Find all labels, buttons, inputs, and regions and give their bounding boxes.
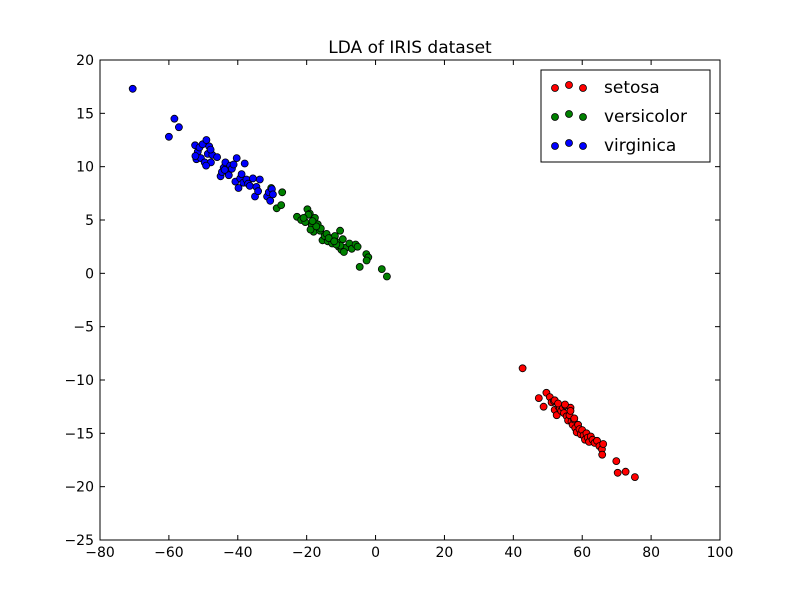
chart-title: LDA of IRIS dataset bbox=[328, 38, 492, 58]
data-point-setosa bbox=[566, 406, 575, 415]
data-point-versicolor bbox=[355, 262, 364, 271]
data-point-virginica bbox=[248, 174, 257, 183]
data-point-virginica bbox=[224, 171, 233, 180]
x-tick-label: −20 bbox=[292, 545, 322, 561]
legend-marker bbox=[579, 113, 587, 121]
legend-entry-versicolor: versicolor bbox=[551, 107, 687, 127]
data-point-versicolor bbox=[299, 213, 308, 222]
legend-marker bbox=[565, 139, 573, 147]
y-tick-label: 5 bbox=[85, 213, 94, 229]
data-point-setosa bbox=[621, 467, 630, 476]
data-point-versicolor bbox=[338, 235, 347, 244]
legend-label: setosa bbox=[604, 78, 660, 98]
data-point-virginica bbox=[128, 84, 137, 93]
data-point-virginica bbox=[206, 145, 215, 154]
x-tick-label: 20 bbox=[436, 545, 454, 561]
y-tick-label: −20 bbox=[64, 480, 94, 496]
data-point-versicolor bbox=[353, 242, 362, 251]
data-point-setosa bbox=[539, 402, 548, 411]
points-layer bbox=[128, 84, 639, 482]
data-point-setosa bbox=[534, 394, 543, 403]
data-point-setosa bbox=[554, 399, 562, 408]
series-setosa bbox=[518, 364, 639, 482]
y-tick-label: −15 bbox=[64, 426, 94, 442]
y-tick-label: 20 bbox=[76, 53, 94, 69]
data-point-virginica bbox=[240, 159, 249, 168]
data-point-virginica bbox=[191, 152, 200, 160]
legend-label: versicolor bbox=[604, 107, 687, 127]
legend-marker bbox=[551, 84, 559, 92]
data-point-setosa bbox=[570, 414, 579, 423]
legend-marker bbox=[565, 81, 573, 89]
legend-label: virginica bbox=[604, 136, 676, 156]
legend: setosa versicolor virginica bbox=[540, 69, 711, 163]
data-point-virginica bbox=[202, 161, 211, 170]
data-point-virginica bbox=[220, 165, 229, 174]
data-point-virginica bbox=[254, 187, 263, 196]
data-point-virginica bbox=[237, 170, 246, 179]
data-point-versicolor bbox=[330, 237, 339, 246]
data-point-versicolor bbox=[382, 272, 391, 281]
legend-marker bbox=[579, 84, 587, 92]
data-point-versicolor bbox=[336, 226, 345, 235]
data-point-versicolor bbox=[278, 188, 287, 197]
data-point-virginica bbox=[232, 154, 241, 163]
series-virginica bbox=[128, 84, 277, 205]
legend-marker bbox=[565, 110, 573, 118]
data-point-setosa bbox=[598, 450, 607, 459]
legend-marker bbox=[551, 142, 559, 150]
x-tick-label: 60 bbox=[573, 545, 591, 561]
data-point-versicolor bbox=[377, 265, 386, 274]
y-tick-label: 10 bbox=[76, 160, 94, 176]
legend-marker bbox=[579, 142, 587, 150]
data-point-setosa bbox=[631, 473, 639, 482]
data-point-virginica bbox=[268, 190, 277, 199]
data-point-setosa bbox=[518, 364, 527, 373]
x-tick-label: 100 bbox=[707, 545, 734, 561]
x-tick-label: −40 bbox=[223, 545, 253, 561]
data-point-versicolor bbox=[312, 222, 321, 231]
data-point-setosa bbox=[613, 468, 622, 477]
axes-frame bbox=[99, 59, 721, 541]
data-point-virginica bbox=[202, 136, 211, 144]
data-point-versicolor bbox=[308, 217, 317, 226]
data-point-virginica bbox=[234, 184, 243, 192]
data-point-virginica bbox=[229, 160, 238, 169]
data-point-virginica bbox=[255, 175, 264, 184]
data-point-setosa bbox=[612, 457, 621, 466]
data-point-versicolor bbox=[277, 201, 286, 210]
data-point-virginica bbox=[170, 114, 179, 123]
x-tick-label: 40 bbox=[504, 545, 522, 561]
y-tick-label: 15 bbox=[76, 106, 94, 122]
data-point-virginica bbox=[245, 181, 254, 190]
y-tick-label: −10 bbox=[64, 373, 94, 389]
y-tick-label: 0 bbox=[85, 266, 94, 282]
data-point-setosa bbox=[599, 440, 608, 448]
data-point-virginica bbox=[174, 123, 183, 132]
data-point-virginica bbox=[164, 132, 173, 141]
data-point-virginica bbox=[213, 153, 222, 162]
data-point-versicolor bbox=[362, 256, 371, 265]
data-point-versicolor bbox=[339, 248, 348, 256]
legend-entry-setosa: setosa bbox=[551, 78, 660, 98]
x-tick-label: −80 bbox=[85, 545, 115, 561]
data-point-virginica bbox=[266, 196, 275, 205]
legend-marker bbox=[551, 113, 559, 121]
data-point-versicolor bbox=[306, 225, 315, 234]
series-versicolor bbox=[267, 184, 391, 281]
x-tick-label: −60 bbox=[154, 545, 184, 561]
data-point-setosa bbox=[561, 400, 569, 409]
legend-entry-virginica: virginica bbox=[551, 136, 676, 156]
x-tick-label: 0 bbox=[371, 545, 380, 561]
y-tick-label: −25 bbox=[64, 533, 94, 549]
x-tick-label: 80 bbox=[642, 545, 660, 561]
y-tick-label: −5 bbox=[73, 320, 94, 336]
